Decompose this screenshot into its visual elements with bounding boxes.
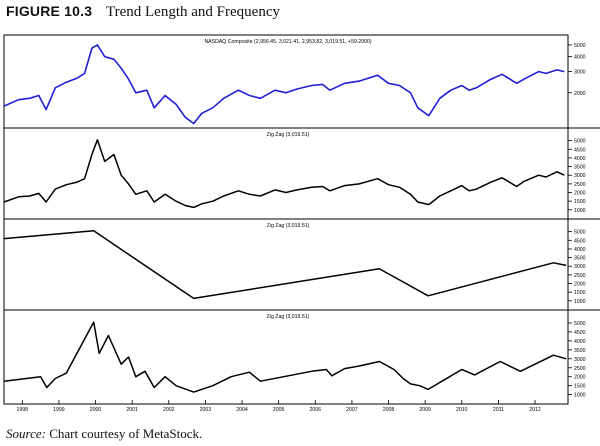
y-tick-label: 1500 — [574, 199, 586, 205]
y-tick-label: 5000 — [574, 43, 586, 49]
y-tick-label: 2000 — [574, 375, 586, 381]
x-tick-label: 2003 — [200, 407, 212, 413]
y-tick-label: 2000 — [574, 191, 586, 197]
figure-title-text: Trend Length and Frequency — [105, 4, 280, 20]
y-tick-label: 5000 — [574, 321, 586, 327]
x-tick-label: 2008 — [383, 407, 395, 413]
y-tick-label: 4500 — [574, 147, 586, 153]
x-tick-label: 2006 — [310, 407, 322, 413]
series-line-1 — [3, 230, 567, 300]
x-tick-label: 2007 — [346, 407, 358, 413]
series-line-1 — [3, 44, 565, 125]
panel-title: Zig Zag (3,019.51) — [267, 132, 310, 138]
y-tick-label: 3500 — [574, 348, 586, 354]
y-tick-label: 3500 — [574, 165, 586, 171]
y-tick-label: 2000 — [574, 91, 586, 97]
y-tick-label: 2500 — [574, 366, 586, 372]
figure-title: FIGURE 10.3 Trend Length and Frequency — [6, 3, 280, 21]
y-tick-label: 1000 — [574, 208, 586, 214]
y-tick-label: 4500 — [574, 330, 586, 336]
x-tick-label: 2012 — [529, 407, 541, 413]
y-tick-label: 1000 — [574, 393, 586, 399]
y-tick-label: 4000 — [574, 55, 586, 61]
x-tick-label: 2002 — [163, 407, 175, 413]
y-tick-label: 3500 — [574, 256, 586, 262]
y-tick-label: 4500 — [574, 238, 586, 244]
y-tick-label: 2000 — [574, 282, 586, 288]
y-tick-label: 3000 — [574, 264, 586, 270]
chart-panel-1: NASDAQ Composite (2,956.45, 3,021.41, 2,… — [3, 39, 586, 125]
y-tick-label: 2500 — [574, 182, 586, 188]
y-tick-label: 1500 — [574, 384, 586, 390]
y-tick-label: 3000 — [574, 70, 586, 76]
x-tick-label: 1998 — [17, 407, 29, 413]
x-tick-label: 2005 — [273, 407, 285, 413]
panel-title: NASDAQ Composite (2,956.45, 3,021.41, 2,… — [204, 39, 371, 45]
y-tick-label: 4000 — [574, 156, 586, 162]
series-line-1 — [3, 139, 565, 209]
caption-source-label: Source: — [6, 426, 46, 441]
x-tick-label: 1999 — [53, 407, 65, 413]
chart-panel-4: Zig Zag (3,019.51) 1000 1500 2000 2500 3000 35… — [3, 309, 600, 413]
x-tick-label: 2011 — [493, 407, 504, 413]
figure-number: FIGURE 10.3 — [6, 3, 93, 19]
y-tick-label: 5000 — [574, 230, 586, 236]
x-tick-label: 2004 — [236, 407, 248, 413]
y-tick-label: 5000 — [574, 139, 586, 145]
caption-text: Chart courtesy of MetaStock. — [49, 426, 203, 441]
panel-title: Zig Zag (3,019.51) — [267, 314, 310, 320]
y-tick-label: 4000 — [574, 339, 586, 345]
y-tick-label: 2500 — [574, 273, 586, 279]
x-tick-label: 2010 — [456, 407, 468, 413]
y-tick-label: 3000 — [574, 173, 586, 179]
x-tick-label: 2000 — [90, 407, 102, 413]
x-tick-label: 2009 — [419, 407, 431, 413]
panel-title: Zig Zag (3,019.51) — [267, 223, 310, 229]
series-line-1 — [3, 321, 567, 393]
chart-panel-3: Zig Zag (3,019.51) 1000 1500 2000 2500 3000 35… — [3, 218, 600, 305]
y-tick-label: 1000 — [574, 299, 586, 305]
figure-caption: Source: Chart courtesy of MetaStock. — [6, 426, 202, 442]
chart-panel-2: Zig Zag (3,019.51) 1000 1500 2000 2500 3000 35… — [3, 127, 600, 214]
x-tick-label: 2001 — [126, 407, 138, 413]
y-tick-label: 3000 — [574, 357, 586, 363]
y-tick-label: 4000 — [574, 247, 586, 253]
y-tick-label: 1500 — [574, 290, 586, 296]
